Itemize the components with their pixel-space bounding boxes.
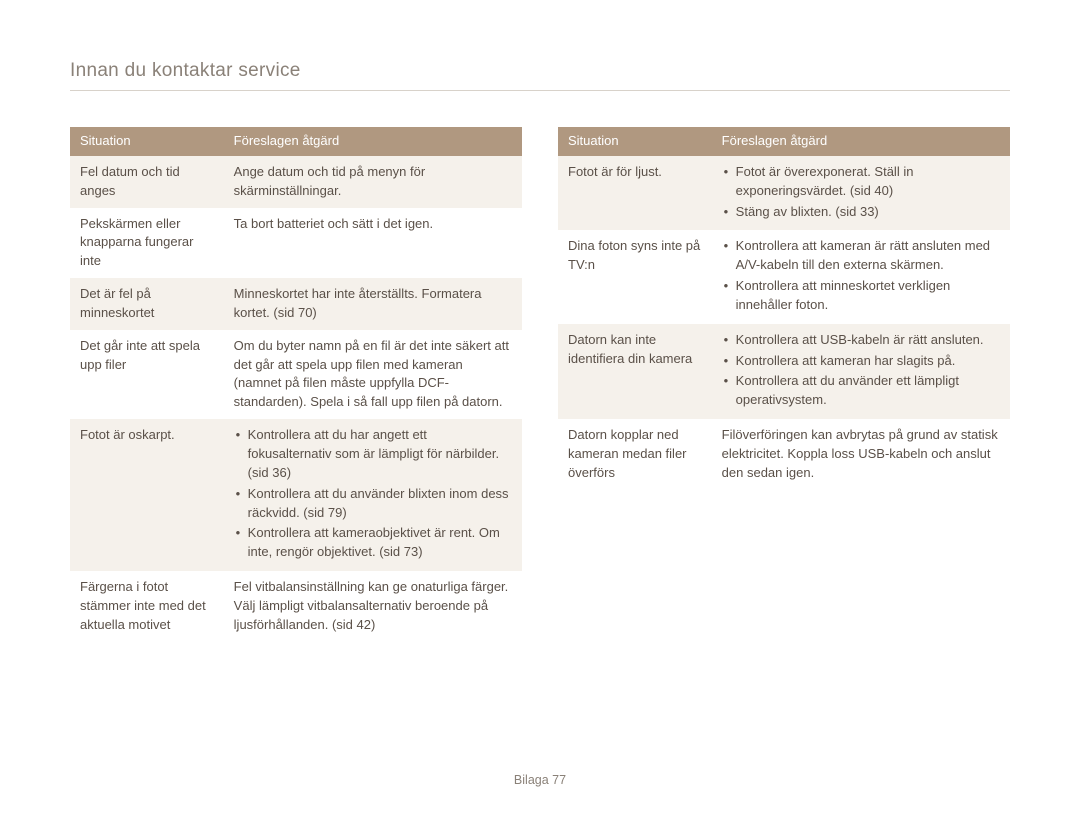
- situation-cell: Fel datum och tid anges: [70, 156, 224, 208]
- action-cell: Kontrollera att kameran är rätt ansluten…: [712, 230, 1010, 323]
- right-tbody: Fotot är för ljust. Fotot är överexponera…: [558, 156, 1010, 490]
- bullet-item: Kontrollera att USB-kabeln är rätt anslu…: [722, 331, 1000, 350]
- situation-cell: Det går inte att spela upp filer: [70, 330, 224, 419]
- action-bullets: Fotot är överexponerat. Ställ in exponer…: [722, 163, 1000, 222]
- action-cell: Fel vitbalansinställning kan ge onaturli…: [224, 571, 522, 642]
- table-row: Datorn kopplar ned kameran medan filer ö…: [558, 419, 1010, 490]
- action-cell: Kontrollera att USB-kabeln är rätt anslu…: [712, 324, 1010, 419]
- header-situation: Situation: [70, 127, 224, 156]
- bullet-item: Kontrollera att minneskortet verkligen i…: [722, 277, 1000, 315]
- troubleshoot-table-right: Situation Föreslagen åtgärd Fotot är för…: [558, 127, 1010, 490]
- situation-cell: Fotot är för ljust.: [558, 156, 712, 231]
- table-row: Det är fel på minneskortetMinneskortet h…: [70, 278, 522, 330]
- action-cell: Om du byter namn på en fil är det inte s…: [224, 330, 522, 419]
- page-title: Innan du kontaktar service: [70, 60, 1010, 91]
- situation-cell: Datorn kopplar ned kameran medan filer ö…: [558, 419, 712, 490]
- header-action: Föreslagen åtgärd: [712, 127, 1010, 156]
- situation-cell: Dina foton syns inte på TV:n: [558, 230, 712, 323]
- troubleshoot-table-left: Situation Föreslagen åtgärd Fel datum oc…: [70, 127, 522, 642]
- content-columns: Situation Föreslagen åtgärd Fel datum oc…: [70, 127, 1010, 642]
- action-cell: Minneskortet har inte återställts. Forma…: [224, 278, 522, 330]
- footer-page: 77: [552, 773, 566, 787]
- action-cell: Kontrollera att du har angett ett fokusa…: [224, 419, 522, 571]
- bullet-item: Kontrollera att kameran har slagits på.: [722, 352, 1000, 371]
- table-row: Fotot är för ljust. Fotot är överexponera…: [558, 156, 1010, 231]
- header-situation: Situation: [558, 127, 712, 156]
- table-row: Datorn kan inte identifiera din kamera Ko…: [558, 324, 1010, 419]
- bullet-item: Kontrollera att du använder ett lämpligt…: [722, 372, 1000, 410]
- table-row: Pekskärmen eller knapparna fungerar inte…: [70, 208, 522, 279]
- left-column: Situation Föreslagen åtgärd Fel datum oc…: [70, 127, 522, 642]
- table-row: Dina foton syns inte på TV:n Kontrollera …: [558, 230, 1010, 323]
- table-row: Färgerna i fotot stämmer inte med det ak…: [70, 571, 522, 642]
- table-row: Fel datum och tid angesAnge datum och ti…: [70, 156, 522, 208]
- action-bullets: Kontrollera att kameran är rätt ansluten…: [722, 237, 1000, 314]
- header-action: Föreslagen åtgärd: [224, 127, 522, 156]
- table-row: Fotot är oskarpt.Kontrollera att du har …: [70, 419, 522, 571]
- action-cell: Ange datum och tid på menyn för skärmins…: [224, 156, 522, 208]
- bullet-item: Kontrollera att kameran är rätt ansluten…: [722, 237, 1000, 275]
- situation-cell: Det är fel på minneskortet: [70, 278, 224, 330]
- footer-label: Bilaga: [514, 773, 549, 787]
- bullet-item: Stäng av blixten. (sid 33): [722, 203, 1000, 222]
- action-bullets: Kontrollera att USB-kabeln är rätt anslu…: [722, 331, 1000, 410]
- page-footer: Bilaga 77: [0, 773, 1080, 787]
- left-tbody: Fel datum och tid angesAnge datum och ti…: [70, 156, 522, 642]
- bullet-item: Kontrollera att du använder blixten inom…: [234, 485, 512, 523]
- bullet-item: Kontrollera att kameraobjektivet är rent…: [234, 524, 512, 562]
- action-cell: Filöverföringen kan avbrytas på grund av…: [712, 419, 1010, 490]
- bullet-item: Fotot är överexponerat. Ställ in exponer…: [722, 163, 1000, 201]
- situation-cell: Datorn kan inte identifiera din kamera: [558, 324, 712, 419]
- action-cell: Ta bort batteriet och sätt i det igen.: [224, 208, 522, 279]
- table-row: Det går inte att spela upp filerOm du by…: [70, 330, 522, 419]
- situation-cell: Färgerna i fotot stämmer inte med det ak…: [70, 571, 224, 642]
- situation-cell: Fotot är oskarpt.: [70, 419, 224, 571]
- action-cell: Fotot är överexponerat. Ställ in exponer…: [712, 156, 1010, 231]
- right-column: Situation Föreslagen åtgärd Fotot är för…: [558, 127, 1010, 642]
- situation-cell: Pekskärmen eller knapparna fungerar inte: [70, 208, 224, 279]
- action-bullets: Kontrollera att du har angett ett fokusa…: [234, 426, 512, 562]
- bullet-item: Kontrollera att du har angett ett fokusa…: [234, 426, 512, 483]
